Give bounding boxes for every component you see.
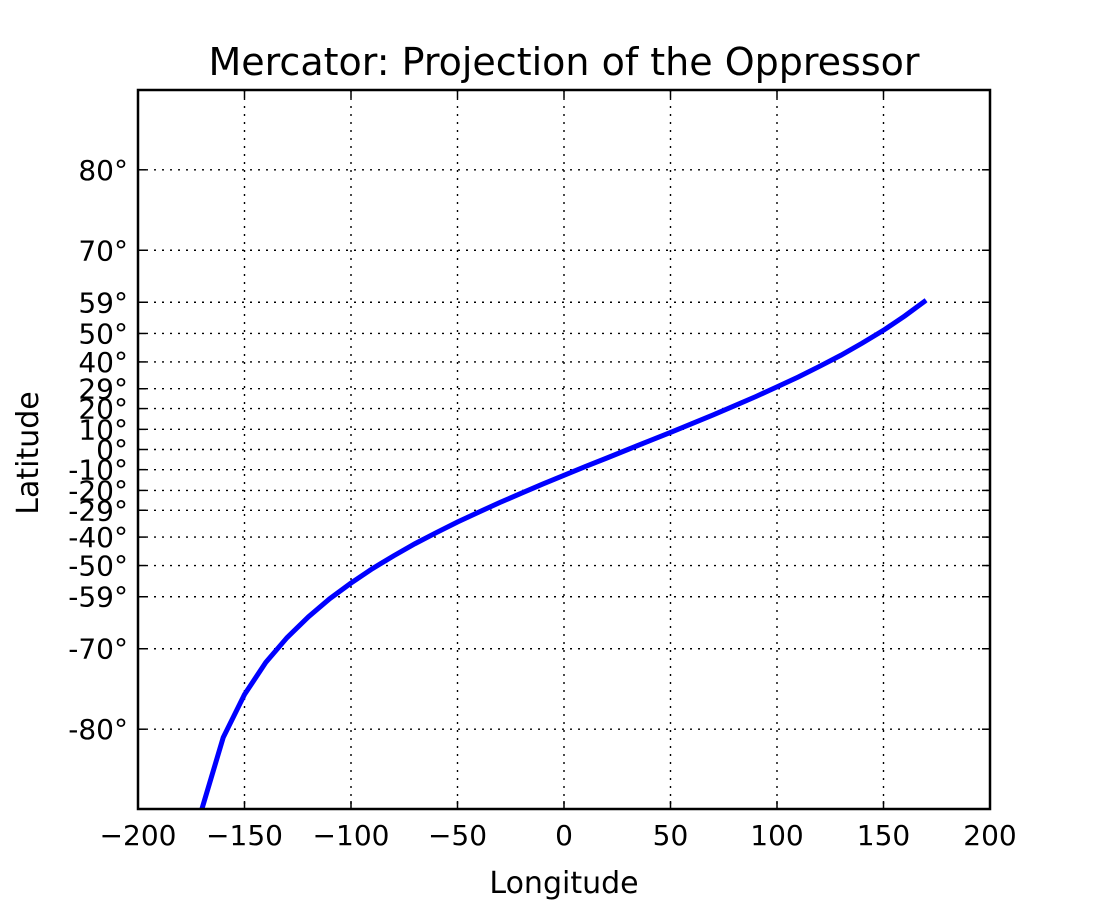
- y-tick-label: -20°: [68, 474, 128, 507]
- y-tick-label: -40°: [68, 521, 128, 554]
- y-axis-label: Latitude: [11, 391, 46, 514]
- x-tick-label: 0: [555, 819, 573, 852]
- chart-title: Mercator: Projection of the Oppressor: [208, 40, 919, 84]
- x-tick-label: 150: [857, 819, 910, 852]
- x-tick-label: −100: [313, 819, 390, 852]
- y-tick-label: -29°: [68, 494, 128, 527]
- y-tick-label: -70°: [68, 633, 128, 666]
- y-tick-label: 29°: [78, 373, 128, 406]
- x-tick-labels: −200 −150 −100 −50 0 50 100 150 200: [100, 819, 1017, 852]
- y-tick-label: -50°: [68, 550, 128, 583]
- y-tick-label: -59°: [68, 581, 128, 614]
- y-tick-label: -80°: [68, 713, 128, 746]
- series-line: [199, 298, 928, 810]
- y-tick-label: 0°: [96, 434, 128, 467]
- x-tick-label: 50: [653, 819, 689, 852]
- ticks: [137, 90, 991, 809]
- y-tick-label: 70°: [78, 234, 128, 267]
- y-tick-label: -10°: [68, 454, 128, 487]
- x-axis-label: Longitude: [489, 866, 638, 900]
- y-tick-label: 20°: [78, 393, 128, 426]
- y-tick-label: 59°: [78, 286, 128, 319]
- x-tick-label: 200: [963, 819, 1016, 852]
- x-tick-label: −150: [206, 819, 283, 852]
- y-tick-labels: -80° -70° -59°-50°-40°-29°-20°-10°0°10°20°…: [68, 154, 128, 746]
- y-tick-label: 40°: [78, 346, 128, 379]
- grid: [138, 90, 990, 809]
- x-tick-label: 100: [750, 819, 803, 852]
- y-tick-label: 50°: [78, 317, 128, 350]
- x-tick-label: −200: [100, 819, 177, 852]
- x-tick-label: −50: [428, 819, 487, 852]
- y-tick-label: 80°: [78, 154, 128, 187]
- y-tick-label: 10°: [78, 413, 128, 446]
